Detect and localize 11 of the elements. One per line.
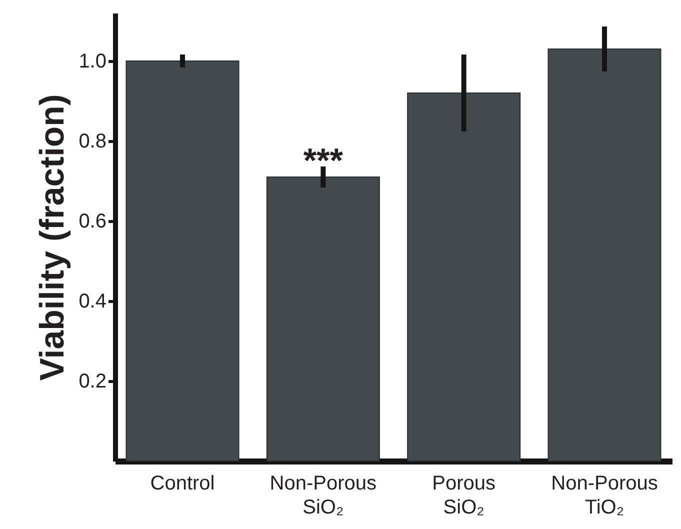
x-tick-label: Porous SiO₂: [432, 472, 496, 518]
y-axis-title: Viability (fraction): [34, 94, 72, 381]
y-tick-label: 1.0: [78, 50, 106, 72]
x-tick-label: Control: [150, 472, 215, 494]
y-tick-label: 0.8: [78, 130, 106, 152]
y-tick-label: 0.4: [78, 290, 106, 312]
x-tick-label: Non-Porous TiO₂: [551, 472, 658, 518]
x-tick-label: Non-Porous SiO₂: [270, 472, 377, 518]
y-tick-label: 0.6: [78, 210, 106, 232]
annotation: ***: [303, 142, 344, 180]
y-tick-label: 0.2: [78, 370, 106, 392]
